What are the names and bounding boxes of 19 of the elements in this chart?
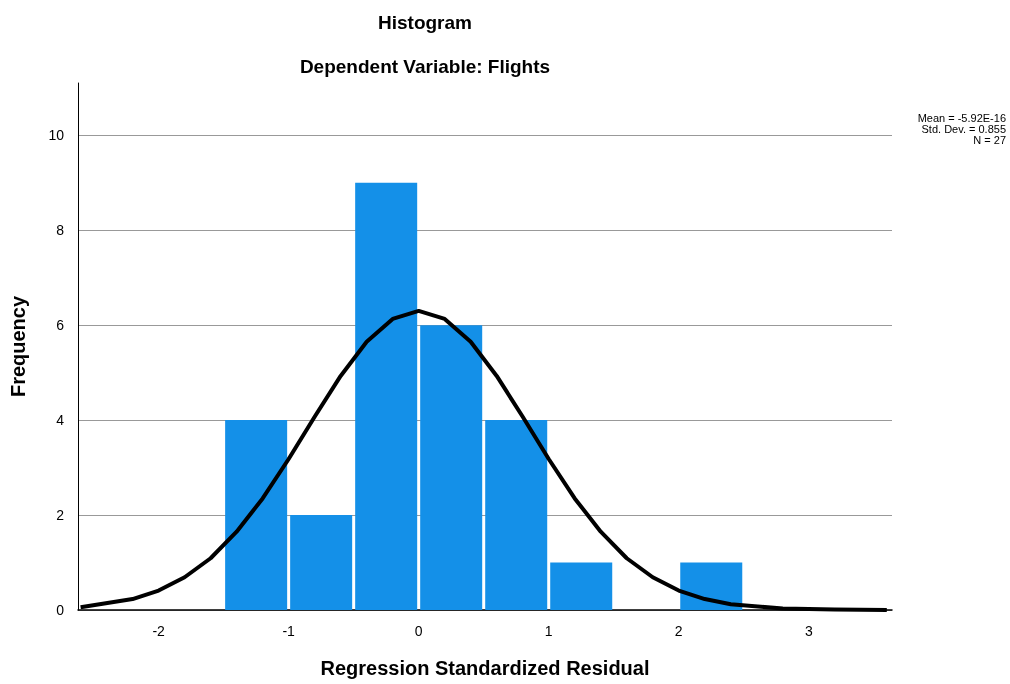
- x-tick-label: -2: [152, 623, 166, 639]
- text: Std. Dev. = 0.855: [921, 122, 1007, 135]
- x-tick-label: 1: [544, 623, 553, 639]
- y-tick-label: 6: [56, 317, 65, 334]
- text: N = 27: [973, 133, 1006, 146]
- chart-subtitle: Dependent Variable: Flights: [299, 56, 551, 77]
- y-axis-title: Frequency: [7, 295, 29, 398]
- x-axis-title: Regression Standardized Residual: [320, 657, 650, 679]
- y-tick-label: 0: [56, 602, 65, 618]
- x-tick-label: 3: [804, 623, 813, 639]
- y-tick-label: 8: [56, 222, 65, 239]
- chart-title: Histogram: [378, 12, 472, 33]
- x-tick-label: 2: [674, 623, 683, 639]
- x-tick-label: -1: [282, 623, 296, 639]
- x-tick-label: 0: [414, 623, 423, 639]
- y-tick-label: 4: [56, 412, 65, 429]
- text: Mean = -5.92E-16: [917, 111, 1007, 124]
- y-tick-label: 2: [56, 507, 65, 524]
- y-tick-label: 10: [48, 127, 65, 144]
